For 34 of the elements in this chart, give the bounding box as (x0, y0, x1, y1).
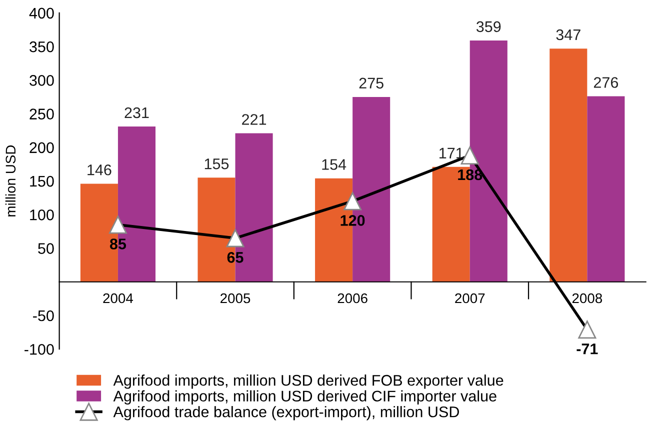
data-label: -71 (576, 344, 598, 354)
y-tick-label: 200 (30, 142, 54, 154)
x-tick-label: 2007 (455, 293, 485, 304)
y-axis-title: million USD (5, 145, 16, 216)
legend-label: Agrifood imports, million USD derived FOB exporter value (113, 374, 504, 389)
bar (587, 96, 625, 282)
data-label: 221 (242, 114, 266, 125)
y-tick-label: -100 (24, 344, 54, 355)
y-tick-label: 50 (38, 243, 54, 254)
data-label: 155 (204, 158, 229, 170)
data-label: 359 (476, 21, 501, 32)
legend-label: Agrifood trade balance (export-import), million USD (113, 406, 459, 420)
data-label: 146 (88, 164, 112, 176)
y-tick-label: 400 (29, 8, 54, 19)
x-tick-label: 2006 (338, 293, 368, 304)
data-label: 65 (227, 252, 244, 263)
y-tick-label: 250 (30, 108, 54, 120)
data-label: 154 (322, 159, 346, 170)
legend-label: Agrifood imports, million USD derived CIF importer value (113, 390, 496, 405)
y-tick-label: 300 (30, 75, 54, 86)
data-label: 231 (124, 107, 149, 118)
y-tick-label: 100 (30, 210, 54, 220)
data-label: 347 (556, 29, 580, 40)
x-tick-label: 2008 (572, 293, 602, 304)
data-label: 171 (440, 148, 464, 158)
y-tick-label: 150 (30, 176, 54, 187)
bar (550, 48, 588, 282)
data-label: 85 (110, 238, 126, 250)
data-label: 276 (594, 77, 618, 88)
x-tick-label: 2005 (220, 293, 250, 304)
x-tick-label: 2004 (103, 293, 134, 304)
y-tick-label: 350 (30, 41, 54, 52)
data-label: 275 (359, 78, 384, 89)
y-tick-label: -50 (33, 310, 54, 322)
